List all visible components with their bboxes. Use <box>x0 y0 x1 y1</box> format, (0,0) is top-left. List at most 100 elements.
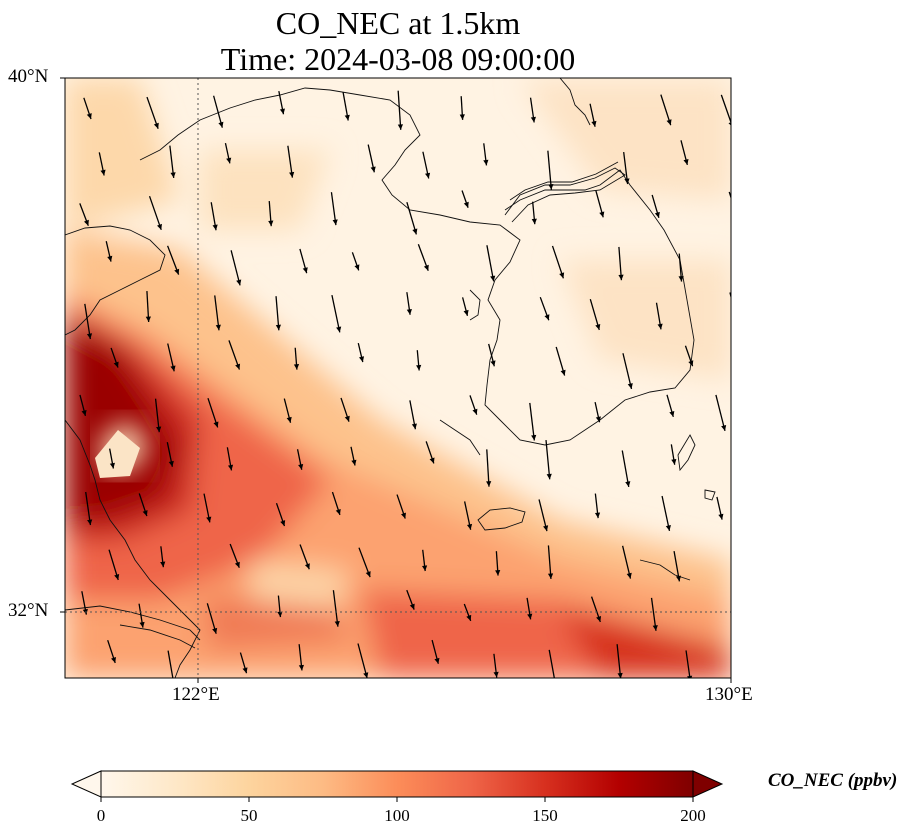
wind-vector-arrow <box>739 146 746 180</box>
wind-vector-arrow <box>331 491 341 516</box>
wind-vector-arrow <box>529 97 536 123</box>
wind-vector-arrow <box>206 603 218 634</box>
wind-vector-arrow <box>332 590 340 627</box>
wind-vector-arrow <box>275 296 282 331</box>
wind-vector-arrow <box>670 444 677 465</box>
wind-vector-arrow <box>551 245 565 279</box>
coastlines <box>65 78 716 678</box>
wind-vector-arrow <box>623 151 630 185</box>
wind-vector-arrow <box>340 397 350 422</box>
wind-vector-arrow <box>651 194 660 219</box>
wind-vector-arrow <box>425 441 435 464</box>
wind-vector-arrow <box>169 145 176 179</box>
wind-vector-arrow <box>548 649 555 678</box>
wind-vector-arrow <box>555 346 566 376</box>
wind-vector-arrow <box>618 246 624 281</box>
wind-vector-arrow <box>203 493 212 523</box>
wind-vector-arrow <box>230 250 242 286</box>
wind-vector-arrow <box>621 450 631 488</box>
wind-vector-arrow <box>207 397 219 428</box>
wind-vector-arrow <box>298 644 304 671</box>
wind-vector-arrow <box>715 394 727 432</box>
wind-vector-arrow <box>107 639 116 664</box>
wind-vector-arrow <box>138 493 148 517</box>
wind-vector-arrow <box>545 439 552 480</box>
colorbar-tick-50: 50 <box>240 806 258 825</box>
map-title: CO_NEC at 1.5km <box>275 5 521 41</box>
wind-vector-arrow <box>622 353 633 390</box>
wind-vector-arrow <box>461 297 469 316</box>
wind-vector-arrow <box>83 97 92 120</box>
wind-vector-arrow <box>416 350 422 371</box>
wind-vector-arrow <box>734 651 739 673</box>
wind-vector-arrow <box>167 650 174 678</box>
wind-vector-arrow <box>673 551 682 582</box>
wind-vector-arrow <box>160 546 166 568</box>
concentration-field <box>65 78 731 678</box>
wind-vector-arrow <box>275 502 286 527</box>
wind-vector-arrow <box>229 543 240 568</box>
wind-vector-arrow <box>409 400 417 430</box>
wind-vector-arrow <box>145 291 151 323</box>
wind-vector-arrow <box>212 95 224 128</box>
wind-vector-arrow <box>488 343 496 367</box>
wind-vector-arrow <box>590 596 602 623</box>
wind-vector-arrow <box>547 150 554 190</box>
wind-vector-arrow <box>85 491 93 526</box>
wind-vector-arrow <box>547 545 554 579</box>
wind-vector-arrow <box>684 345 694 367</box>
wind-vector-arrow <box>661 495 671 531</box>
wind-vector-arrow <box>228 340 241 370</box>
wind-vector-arrow <box>224 142 232 164</box>
wind-vector-arrow <box>495 551 501 576</box>
wind-vector-arrow <box>417 244 429 271</box>
wind-vector-arrow <box>531 201 537 225</box>
wind-vector-arrow <box>84 303 93 340</box>
lon-label-130e: 130°E <box>705 684 753 705</box>
wind-vector-arrow <box>166 442 174 467</box>
wind-vector-arrow <box>367 144 376 173</box>
wind-vector-arrow <box>109 448 115 469</box>
wind-vector-arrow <box>685 650 693 678</box>
wind-vector-arrow <box>98 152 106 176</box>
wind-vector-arrow <box>716 496 724 520</box>
wind-vector-arrow <box>226 447 234 471</box>
map-time-subtitle: Time: 2024-03-08 09:00:00 <box>220 41 576 77</box>
colorbar-title: CO_NEC (ppbv) <box>768 770 898 791</box>
wind-vector-arrow <box>154 398 162 433</box>
wind-vector-arrow <box>741 549 750 573</box>
colorbar-extend-min <box>70 770 102 798</box>
wind-vector-arrow <box>331 295 342 333</box>
wind-vector-arrow <box>594 493 601 519</box>
wind-vector-arrow <box>469 395 478 415</box>
wind-vector-arrow <box>650 597 658 631</box>
wind-vector-arrow <box>166 245 180 275</box>
wind-vector-arrow <box>167 343 176 372</box>
colorbar-tick-0: 0 <box>96 806 106 825</box>
wind-vector-arrow <box>732 594 737 627</box>
wind-vector-arrow <box>146 96 159 129</box>
lat-label-40n: 40°N <box>8 66 49 87</box>
colorbar-extend-max <box>692 770 724 798</box>
map-plot <box>60 77 750 683</box>
wind-vector-arrow <box>357 342 365 363</box>
colorbar-tick-200: 200 <box>680 806 706 825</box>
wind-vector-arrow <box>744 250 750 288</box>
wind-vector-arrow <box>406 292 412 315</box>
map-frame <box>64 77 732 679</box>
wind-vector-arrow <box>148 195 162 231</box>
wind-vector-arrow <box>526 597 533 620</box>
wind-vector-arrow <box>406 589 415 610</box>
wind-vector-arrow <box>357 643 369 678</box>
colorbar-gradient <box>100 770 694 798</box>
wind-vector-arrow <box>278 90 285 115</box>
wind-vector-arrow <box>538 499 549 532</box>
wind-vector-arrow <box>463 501 473 530</box>
wind-vector-arrow <box>616 644 623 678</box>
wind-vector-arrow <box>287 145 295 178</box>
wind-vector-arrow <box>589 103 597 127</box>
wind-vector-arrow <box>486 245 496 282</box>
wind-vector-arrow <box>486 449 492 487</box>
wind-vector-arrow <box>660 94 672 126</box>
wind-vector-arrow <box>105 241 113 262</box>
